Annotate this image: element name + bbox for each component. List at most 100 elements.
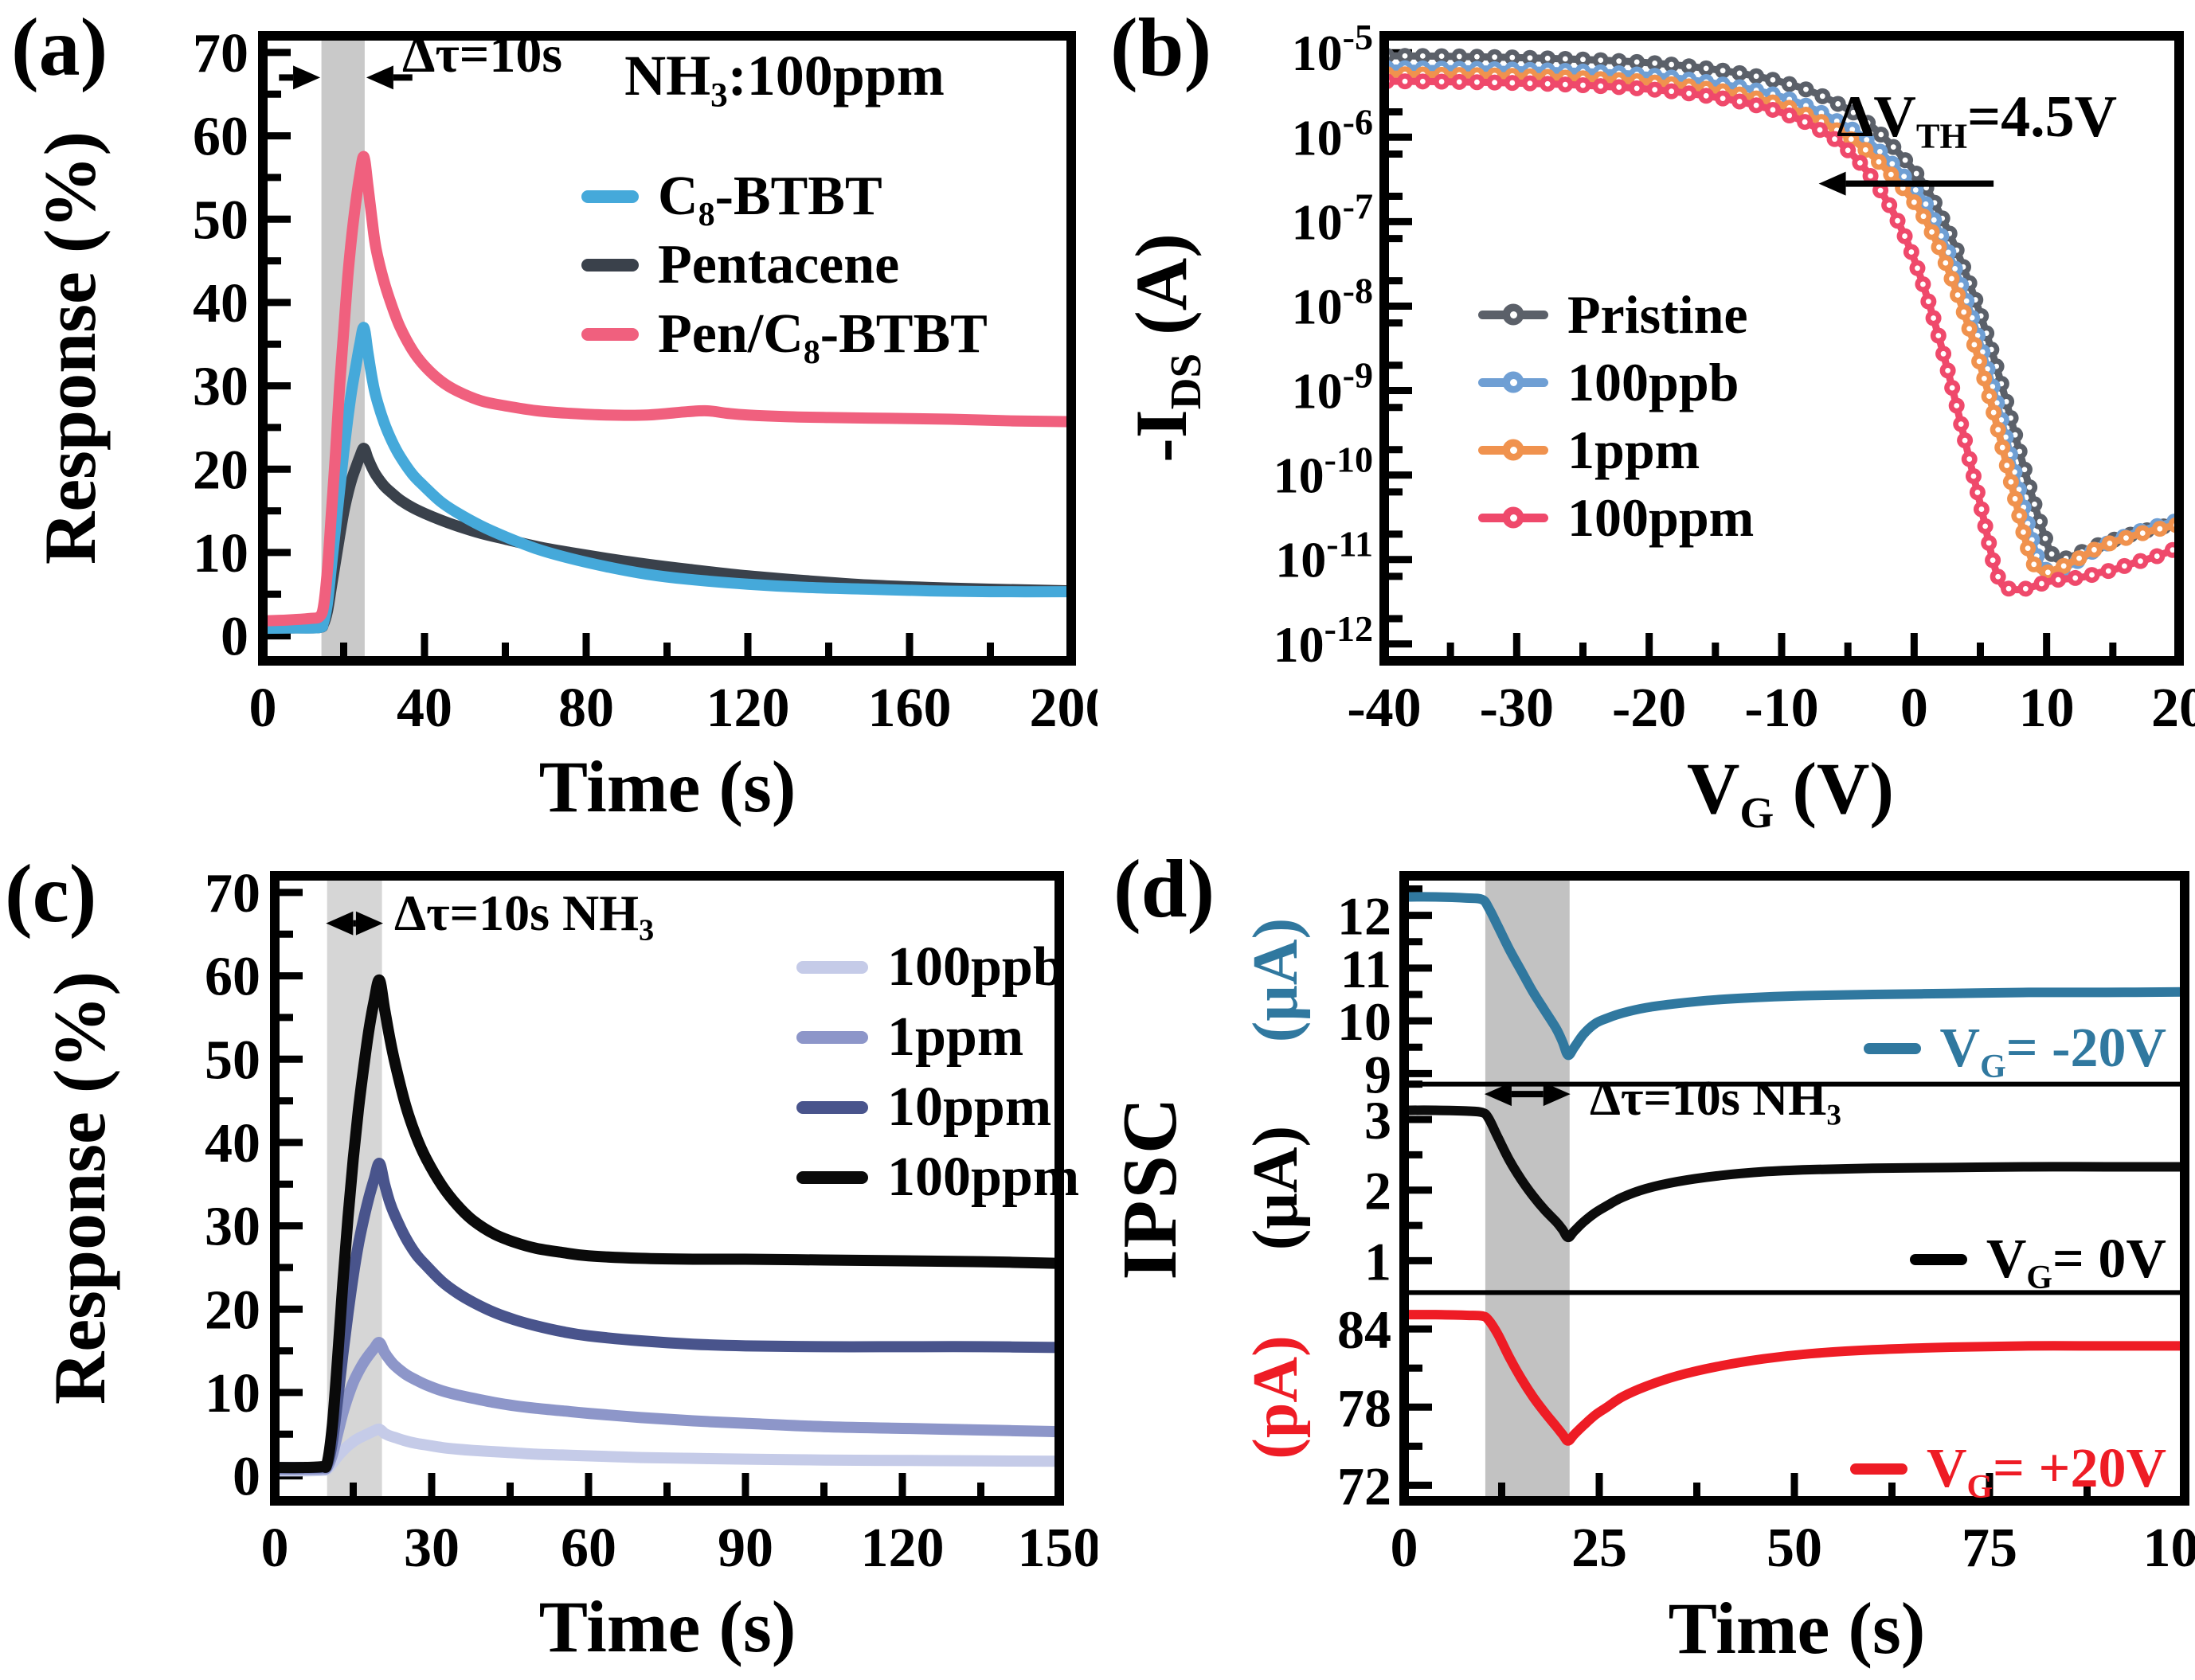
y-axis-sub1: 1 2 3 (1364, 1080, 1432, 1291)
panel-a-xlabel: Time (s) (538, 746, 796, 827)
panel-d-xlabel: Time (s) (1668, 1588, 1926, 1669)
legend-swatch (1478, 506, 1548, 529)
x-tick-label: 120 (706, 678, 790, 739)
legend-item: 100ppm (796, 1146, 1079, 1209)
panel-c-letter: (c) (5, 848, 97, 940)
panel-a-gas-annotation: NH3:100ppm (624, 44, 945, 115)
annotation-arrow (1818, 171, 1994, 196)
y-tick-label: 0 (233, 1447, 260, 1508)
legend-swatch (796, 961, 868, 974)
series-VG=0V (1404, 1105, 2185, 1243)
y-tick-label: 0 (221, 607, 248, 668)
legend-label: 100ppb (1567, 351, 1739, 412)
legend-item: Pen/C8-BTBT (581, 303, 988, 369)
legend-swatch (796, 1171, 868, 1184)
x-tick-label: 75 (1962, 1518, 2017, 1579)
panel-c: 0 10 20 30 40 50 60 70 0 30 60 90 120 150 (c) Respons… (0, 840, 1098, 1680)
legend-label: VG= 0V (1986, 1229, 2166, 1296)
legend-item: Pristine (1478, 283, 1748, 346)
x-tick-label: 60 (561, 1518, 616, 1579)
series-Pen/C8-BTBT (263, 150, 1071, 627)
y-tick-label: 70 (205, 863, 260, 924)
panel-d-unit-mid: (μA) (1241, 1125, 1311, 1251)
legend-label: C8-BTBT (658, 166, 882, 233)
y-tick-label: 10-9 (1292, 355, 1373, 420)
series-markers-100ppm (1384, 73, 2179, 597)
panel-b-vth-annotation: ΔVTH=4.5V (1837, 84, 2118, 156)
y-tick-label: 60 (193, 107, 248, 168)
x-tick-label: 10 (2019, 678, 2075, 739)
panel-d-unit-top: (μA) (1241, 917, 1311, 1043)
y-tick-label: 50 (193, 189, 248, 251)
x-tick-label: 0 (249, 678, 277, 739)
y-tick-label: 30 (205, 1197, 260, 1258)
y-tick-label: 84 (1337, 1299, 1391, 1360)
series-Pentacene (263, 443, 1071, 635)
legend-item: VG= -20V (1863, 1017, 2166, 1084)
y-tick-label: 10-8 (1292, 270, 1373, 334)
x-tick-label: 0 (1900, 678, 1928, 739)
legend-label: 100ppm (887, 1147, 1080, 1208)
x-tick-label: 0 (261, 1518, 289, 1579)
legend-swatch (581, 190, 639, 203)
plot-frame (258, 31, 1076, 666)
legend-item: VG= +20V (1849, 1437, 2166, 1504)
legend-swatch (581, 328, 639, 341)
legend-swatch (581, 259, 639, 272)
y-tick-label: 78 (1337, 1377, 1391, 1438)
legend-item: 100ppm (1478, 486, 1754, 549)
panel-d: 91011121237278840255075100 (d) IPSC (μA)… (1098, 840, 2195, 1680)
x-tick-label: 150 (1018, 1518, 1098, 1579)
legend-swatch (1909, 1254, 1967, 1265)
y-tick-label: 10-6 (1292, 101, 1373, 166)
y-tick-label: 10 (205, 1363, 260, 1424)
legend-item: Pentacene (581, 233, 899, 297)
panel-d-ylabel: IPSC (1107, 1096, 1193, 1280)
panel-d-letter: (d) (1113, 843, 1215, 935)
x-tick-label: 40 (397, 678, 452, 739)
legend-item: 1ppm (796, 1006, 1023, 1069)
y-tick-label: 12 (1337, 886, 1391, 947)
x-tick-label: 20 (2151, 678, 2195, 739)
x-tick-label: 120 (861, 1518, 945, 1579)
panel-a-plot: 0 10 20 30 40 50 60 70 0 40 80 120 160 200 (193, 23, 1098, 739)
x-tick-label: -30 (1480, 678, 1554, 739)
legend-swatch (796, 1031, 868, 1044)
tau-arrow (1484, 1082, 1571, 1107)
y-tick-label: 30 (193, 357, 248, 418)
x-tick-label: -40 (1347, 678, 1421, 739)
x-tick-label: -20 (1612, 678, 1686, 739)
panel-d-unit-bottom: (pA) (1241, 1335, 1311, 1459)
plot-frame (270, 871, 1064, 1506)
plot-frame (1379, 31, 2184, 666)
legend-item: 1ppm (1478, 418, 1700, 482)
plot-frame (1399, 871, 2189, 1506)
y-tick-label: 1 (1364, 1231, 1391, 1291)
y-tick-label: 10-12 (1274, 608, 1373, 673)
y-tick-label: 20 (193, 440, 248, 501)
x-tick-label: 30 (404, 1518, 460, 1579)
legend-item: 100ppb (1478, 350, 1739, 414)
legend-label: Pristine (1567, 283, 1748, 345)
legend-label: 100ppm (1567, 486, 1755, 548)
x-axis: -40 -30 -20 -10 0 10 20 (1347, 633, 2195, 739)
x-tick-label: -10 (1744, 678, 1818, 739)
y-tick-label: 10 (1337, 991, 1391, 1052)
x-tick-label: 50 (1767, 1518, 1822, 1579)
y-tick-label: 10 (193, 523, 248, 584)
x-tick-label: 80 (558, 678, 614, 739)
series-100ppb (275, 1423, 1059, 1477)
x-axis: 0 40 80 120 160 200 (249, 633, 1098, 739)
legend-swatch (1849, 1463, 1907, 1475)
x-axis: 0 25 50 75 100 (1391, 1473, 2195, 1579)
series-1ppm (275, 1337, 1059, 1475)
panel-c-plot: 0 10 20 30 40 50 60 70 0 30 60 90 120 150 (205, 863, 1098, 1579)
panel-a: 0 10 20 30 40 50 60 70 0 40 80 120 160 200 (a) Respon… (0, 0, 1098, 840)
panel-b: 10-5 10-6 10-7 10-8 10-9 10-10 10-11 10-12 -40 -3… (1098, 0, 2195, 840)
panel-a-tau-annotation: Δτ=10s (402, 25, 563, 84)
x-tick-label: 200 (1030, 678, 1098, 739)
x-tick-label: 160 (868, 678, 952, 739)
y-tick-label: 50 (205, 1029, 260, 1091)
